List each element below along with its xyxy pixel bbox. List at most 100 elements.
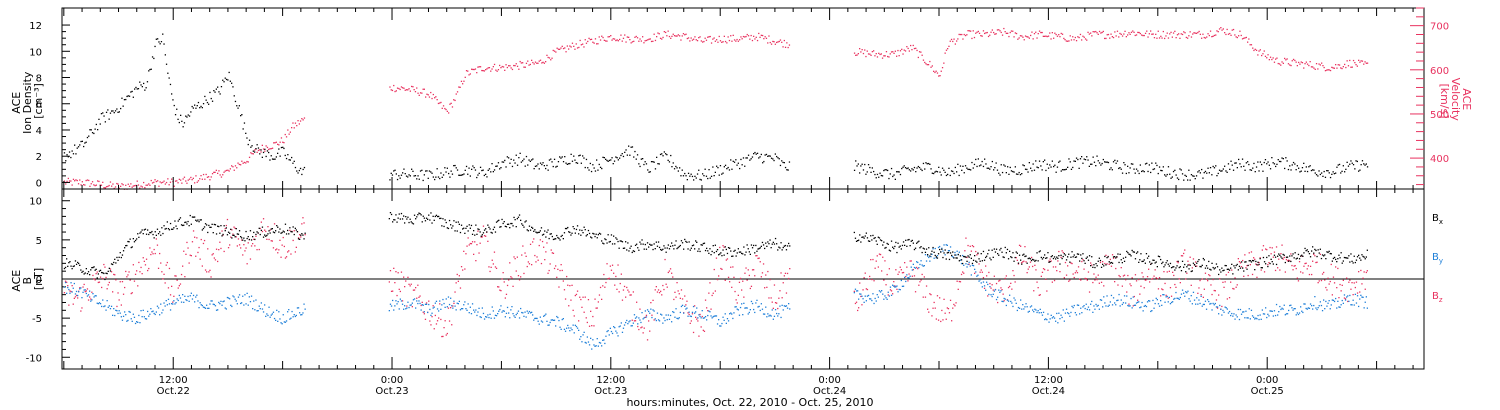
velocity-point bbox=[481, 69, 483, 72]
by-point bbox=[522, 312, 524, 314]
velocity-point bbox=[1007, 32, 1009, 34]
bz-point bbox=[280, 256, 282, 258]
bx-point bbox=[405, 216, 407, 218]
density-point bbox=[991, 160, 993, 163]
by-point bbox=[203, 306, 206, 309]
density-point bbox=[1292, 161, 1295, 164]
by-point bbox=[1077, 304, 1080, 306]
bx-point bbox=[1240, 261, 1243, 263]
by-point bbox=[1338, 306, 1340, 308]
by-point bbox=[1192, 291, 1195, 293]
by-point bbox=[1268, 315, 1270, 317]
velocity-point bbox=[1037, 33, 1039, 35]
by-point bbox=[230, 304, 232, 306]
density-point bbox=[399, 177, 401, 179]
bx-point bbox=[978, 258, 980, 260]
by-point bbox=[1358, 305, 1360, 308]
by-point bbox=[597, 345, 599, 347]
density-point bbox=[117, 111, 119, 113]
by-point bbox=[1294, 308, 1296, 310]
bz-point bbox=[658, 292, 661, 294]
velocity-point bbox=[776, 41, 778, 44]
by-point bbox=[949, 246, 952, 248]
density-point bbox=[1280, 160, 1282, 163]
bz-point bbox=[457, 280, 459, 282]
bx-point bbox=[888, 249, 890, 251]
density-point bbox=[762, 162, 764, 164]
velocity-point bbox=[694, 36, 696, 38]
by-point bbox=[865, 300, 867, 302]
density-point bbox=[109, 112, 112, 114]
bz-point bbox=[225, 224, 227, 227]
density-point bbox=[1313, 169, 1315, 171]
density-point bbox=[1269, 168, 1272, 170]
bz-point bbox=[957, 288, 959, 290]
bz-point bbox=[939, 297, 941, 299]
bx-point bbox=[1239, 267, 1242, 269]
bz-point bbox=[189, 254, 191, 256]
density-point bbox=[1324, 176, 1327, 178]
bx-point bbox=[675, 240, 677, 242]
by-point bbox=[997, 296, 999, 298]
density-point bbox=[686, 179, 688, 181]
bx-point bbox=[417, 214, 419, 216]
density-point bbox=[1281, 157, 1283, 159]
bx-point bbox=[526, 229, 528, 231]
velocity-point bbox=[546, 54, 548, 56]
bx-point bbox=[1211, 262, 1213, 264]
by-point bbox=[1204, 300, 1207, 302]
velocity-point bbox=[606, 40, 608, 42]
bz-point bbox=[698, 335, 700, 337]
bz-point bbox=[1268, 262, 1270, 264]
by-point bbox=[404, 305, 406, 307]
by-point bbox=[210, 300, 212, 302]
bx-point bbox=[944, 249, 946, 251]
by-point bbox=[606, 330, 608, 333]
velocity-point bbox=[1342, 66, 1344, 68]
velocity-point bbox=[638, 40, 640, 42]
velocity-point bbox=[639, 38, 641, 40]
density-point bbox=[402, 172, 404, 174]
by-point bbox=[947, 250, 950, 252]
bz-point bbox=[603, 273, 605, 276]
velocity-point bbox=[603, 39, 605, 41]
bz-point bbox=[1110, 265, 1113, 267]
bz-point bbox=[230, 236, 232, 238]
velocity-point bbox=[556, 47, 558, 49]
velocity-point bbox=[629, 39, 631, 41]
density-point bbox=[961, 169, 963, 171]
bx-point bbox=[1119, 253, 1121, 255]
density-point bbox=[1037, 167, 1039, 169]
by-point bbox=[1235, 314, 1237, 316]
by-point bbox=[677, 318, 679, 320]
density-point bbox=[583, 157, 585, 159]
density-point bbox=[220, 86, 223, 88]
bz-point bbox=[871, 278, 873, 281]
velocity-point bbox=[672, 33, 674, 35]
velocity-point bbox=[273, 142, 275, 144]
bz-point bbox=[1012, 270, 1014, 272]
bz-point bbox=[1018, 244, 1021, 246]
bz-point bbox=[1198, 287, 1200, 289]
density-point bbox=[497, 162, 500, 164]
bz-point bbox=[270, 240, 272, 242]
velocity-point bbox=[1206, 36, 1208, 38]
bx-point bbox=[585, 235, 587, 237]
density-point bbox=[302, 168, 304, 171]
bx-point bbox=[591, 237, 593, 239]
bz-point bbox=[885, 284, 887, 286]
bx-point bbox=[117, 259, 119, 261]
bz-point bbox=[1190, 284, 1192, 286]
density-point bbox=[619, 157, 621, 159]
velocity-point bbox=[1207, 33, 1209, 35]
by-point bbox=[1306, 308, 1308, 310]
velocity-point bbox=[1327, 69, 1329, 71]
bx-point bbox=[474, 234, 476, 236]
bz-point bbox=[1274, 269, 1277, 272]
density-point bbox=[980, 164, 982, 166]
density-point bbox=[1105, 161, 1107, 163]
bz-point bbox=[998, 280, 1000, 282]
by-point bbox=[177, 299, 179, 302]
by-point bbox=[397, 301, 399, 303]
velocity-point bbox=[1201, 37, 1203, 39]
